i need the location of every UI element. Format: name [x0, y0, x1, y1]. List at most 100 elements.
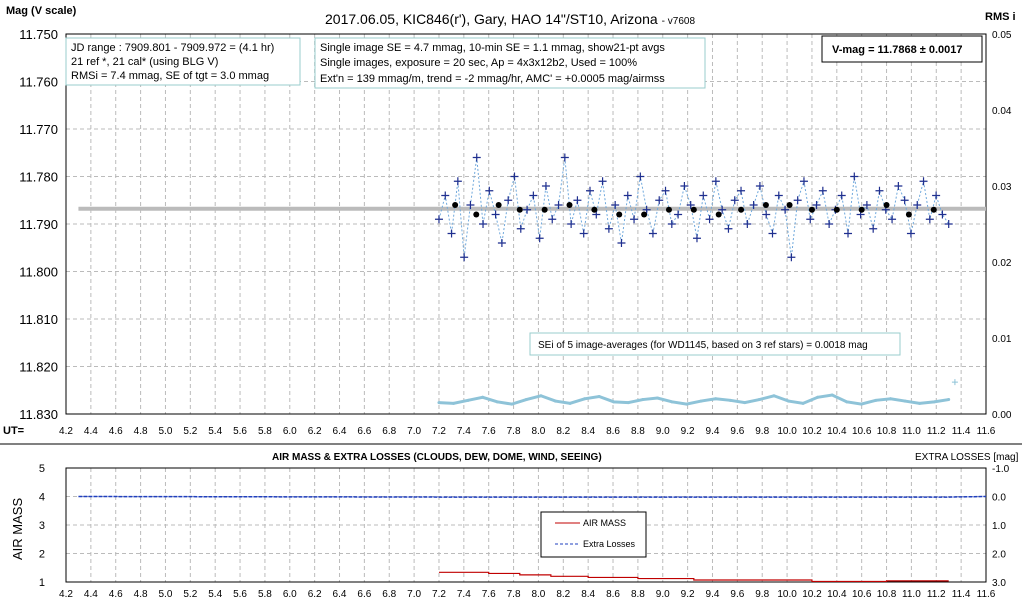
single-image-point — [466, 201, 475, 209]
rms-point — [568, 401, 572, 405]
top-y-tick-label: 11.770 — [19, 122, 58, 137]
bottom-x-tick-label: 4.4 — [84, 589, 98, 600]
single-image-point — [579, 229, 588, 238]
single-image-point — [623, 191, 632, 200]
bottom-x-tick-label: 11.0 — [902, 589, 921, 600]
single-image-point — [479, 220, 488, 228]
top-x-tick-label: 8.8 — [631, 426, 645, 437]
bottom-plot-data — [78, 495, 987, 583]
top-x-tick-label: 10.0 — [777, 426, 797, 437]
average-point — [616, 211, 623, 218]
single-image-point — [548, 215, 557, 224]
top-y-tick-label: 11.780 — [19, 170, 58, 185]
single-image-point — [705, 215, 714, 224]
single-image-point — [737, 186, 746, 195]
rms-point — [743, 401, 747, 405]
bottom-x-tick-label: 9.4 — [706, 589, 720, 600]
average-point — [786, 202, 793, 208]
grid — [66, 34, 986, 582]
single-image-point — [491, 210, 500, 219]
single-image-point — [529, 191, 538, 200]
top-x-tick-label: 8.2 — [556, 426, 570, 437]
rms-point — [801, 401, 805, 405]
info-box-1: JD range : 7909.801 - 7909.972 = (4.1 hr… — [65, 37, 301, 86]
bottom-x-tick-label: 7.8 — [507, 589, 521, 600]
single-image-point — [661, 186, 670, 195]
single-image-point — [497, 239, 506, 247]
rms-point — [757, 398, 761, 402]
top-x-tick-label: 10.6 — [852, 426, 872, 437]
top-x-tick-label: 5.4 — [208, 426, 222, 437]
single-image-point — [869, 224, 878, 233]
rms-point — [714, 397, 718, 401]
top-x-tick-label: 4.6 — [109, 426, 123, 437]
rms-point — [772, 394, 776, 398]
top-x-tick-label: 7.4 — [457, 426, 471, 437]
info1-line2: 21 ref *, 21 cal* (using BLG V) — [71, 56, 218, 68]
bottom-y-tick-label: 5 — [39, 463, 45, 475]
top-x-tick-label: 11.2 — [927, 426, 946, 437]
bottom-x-tick-label: 5.2 — [183, 589, 197, 600]
single-image-point — [919, 177, 928, 186]
sei-text: SEi of 5 image-averages (for WD1145, bas… — [538, 340, 868, 351]
bottom-plot-frame — [65, 467, 987, 583]
single-image-point — [611, 201, 620, 209]
rms-point — [670, 400, 674, 404]
single-image-point — [636, 172, 645, 181]
single-image-point — [825, 220, 834, 228]
single-image-point — [743, 220, 752, 228]
single-image-point — [554, 201, 563, 209]
average-point — [665, 206, 672, 213]
bottom-x-tick-label: 8.4 — [581, 589, 595, 600]
rms-point — [888, 397, 892, 401]
bottom-x-tick-label: 4.2 — [59, 589, 73, 600]
bottom-x-tick-label: 8.8 — [631, 589, 645, 600]
bottom-y-tick-label: 3 — [39, 520, 45, 532]
bottom-legend: AIR MASS Extra Losses — [540, 511, 647, 558]
rms-point — [495, 400, 499, 404]
top-title: 2017.06.05, KIC846(r'), Gary, HAO 14"/ST… — [325, 11, 695, 27]
single-image-point — [485, 186, 494, 195]
rms-point — [466, 398, 470, 402]
bottom-x-tick-label: 6.6 — [357, 589, 371, 600]
rms-point — [830, 393, 834, 397]
average-point — [883, 202, 890, 208]
bottom-x-tick-label: 5.0 — [159, 589, 173, 600]
bottom-x-tick-label: 9.6 — [730, 589, 744, 600]
top-x-tick-label: 7.6 — [482, 426, 496, 437]
single-image-point — [730, 196, 739, 205]
top-y-tick-label: 11.790 — [19, 217, 58, 232]
rms-point — [816, 395, 820, 399]
top-x-tick-label: 9.6 — [730, 426, 744, 437]
single-image-point — [850, 172, 859, 181]
single-image-point — [711, 177, 720, 186]
top-y2-tick-label: 0.01 — [992, 334, 1012, 345]
single-image-point — [932, 191, 941, 200]
top-y2-tick-label: 0.05 — [992, 30, 1012, 41]
top-plot-data — [78, 153, 986, 406]
single-image-point — [724, 224, 733, 233]
bottom-x-tick-label: 10.6 — [852, 589, 872, 600]
single-image-point — [692, 234, 701, 243]
bottom-y2-tick-label: 3.0 — [992, 578, 1006, 589]
average-point — [495, 202, 502, 208]
rms-point — [597, 395, 601, 399]
rms-point — [728, 398, 732, 402]
top-x-tick-label: 9.8 — [755, 426, 769, 437]
top-x-tick-label: 11.6 — [977, 426, 996, 437]
top-y-tick-label: 11.750 — [19, 27, 58, 42]
top-y2-tick-label: 0.03 — [992, 182, 1012, 193]
single-image-point — [680, 182, 689, 190]
bottom-x-tick-label: 4.6 — [109, 589, 123, 600]
top-x-tick-label: 5.8 — [258, 426, 272, 437]
bottom-y2-tick-label: -1.0 — [992, 464, 1010, 475]
top-y-label: Mag (V scale) — [6, 5, 77, 17]
average-point — [566, 202, 573, 208]
top-x-tick-label: 9.4 — [706, 426, 720, 437]
bottom-x-tick-label: 6.0 — [283, 589, 297, 600]
top-version: - v7608 — [662, 16, 696, 27]
top-y-tick-label: 11.760 — [19, 75, 58, 90]
top-x-tick-label: 6.8 — [382, 426, 396, 437]
single-image-point — [604, 224, 613, 233]
average-point — [452, 202, 459, 208]
